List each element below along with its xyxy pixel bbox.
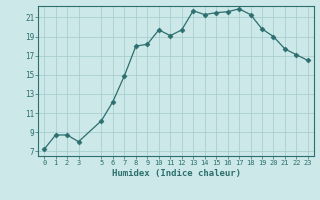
X-axis label: Humidex (Indice chaleur): Humidex (Indice chaleur)	[111, 169, 241, 178]
